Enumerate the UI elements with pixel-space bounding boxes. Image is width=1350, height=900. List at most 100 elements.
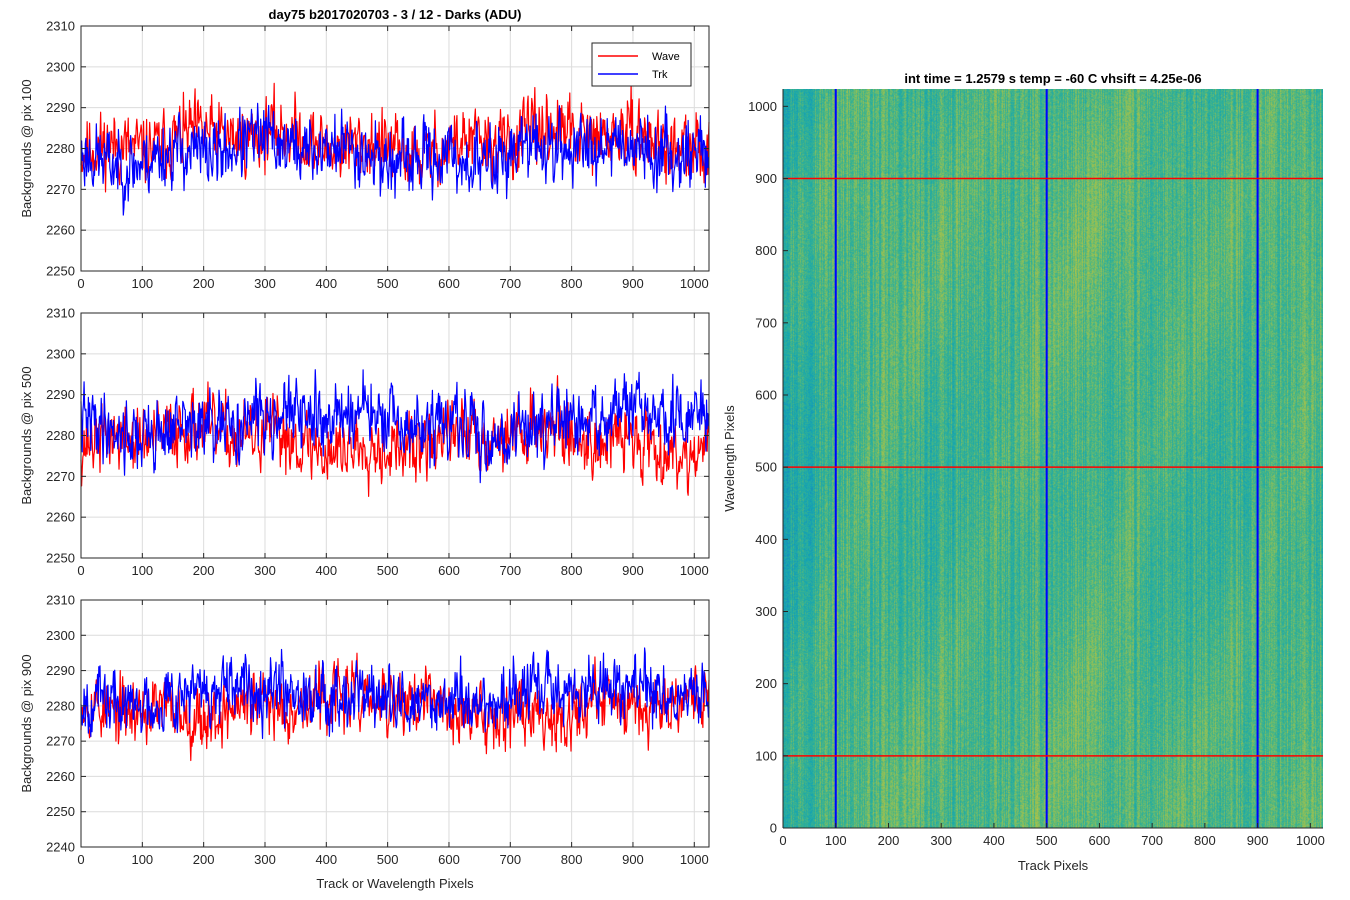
y-tick-label: 2290 bbox=[46, 100, 75, 115]
y-tick-label: 2270 bbox=[46, 182, 75, 197]
x-tick-label: 500 bbox=[1036, 833, 1058, 848]
x-tick-label: 300 bbox=[254, 852, 276, 867]
x-tick-label: 300 bbox=[254, 276, 276, 291]
y-tick-label: 2300 bbox=[46, 59, 75, 74]
y-tick-label: 100 bbox=[755, 748, 777, 763]
heatmap-canvas bbox=[783, 89, 1323, 828]
x-tick-label: 700 bbox=[499, 852, 521, 867]
legend-box bbox=[591, 42, 692, 87]
x-tick-label: 800 bbox=[561, 563, 583, 578]
x-tick-label: 900 bbox=[622, 563, 644, 578]
y-tick-label: 200 bbox=[755, 676, 777, 691]
y-tick-label: 2280 bbox=[46, 428, 75, 443]
x-tick-label: 200 bbox=[193, 852, 215, 867]
series-wave-line bbox=[80, 375, 710, 497]
x-tick-label: 100 bbox=[131, 563, 153, 578]
x-tick-label: 300 bbox=[930, 833, 952, 848]
y-tick-label: 2310 bbox=[46, 593, 75, 608]
y-tick-label: 500 bbox=[755, 460, 777, 475]
series-trk-line bbox=[80, 647, 710, 740]
y-tick-label: 2300 bbox=[46, 628, 75, 643]
y-tick-label: 2310 bbox=[46, 19, 75, 34]
y-axis-label: Wavelength Pixels bbox=[722, 405, 737, 512]
line-chart-2: 0 100 200 300 400 500 600 700 800 900 1000 2250 2260… bbox=[19, 306, 710, 578]
y-tick-label: 400 bbox=[755, 532, 777, 547]
y-tick-label: 2250 bbox=[46, 804, 75, 819]
y-tick-label: 2260 bbox=[46, 769, 75, 784]
x-tick-label: 1000 bbox=[680, 852, 709, 867]
x-tick-label: 0 bbox=[77, 852, 84, 867]
y-tick-label: 1000 bbox=[748, 99, 777, 114]
series-trk-line bbox=[80, 369, 710, 484]
x-tick-label: 0 bbox=[77, 563, 84, 578]
x-tick-label: 900 bbox=[1247, 833, 1269, 848]
x-tick-label: 800 bbox=[561, 852, 583, 867]
x-tick-label: 400 bbox=[315, 276, 337, 291]
y-tick-label: 0 bbox=[770, 821, 777, 836]
x-tick-label: 900 bbox=[622, 276, 644, 291]
heatmap-chart: 0 100 200 300 400 500 600 700 800 900 1000 0 100 200 3… bbox=[722, 71, 1325, 873]
x-tick-label: 200 bbox=[193, 563, 215, 578]
x-tick-label: 500 bbox=[377, 276, 399, 291]
axes-frame bbox=[80, 599, 710, 848]
legend: Wave Trk bbox=[591, 42, 692, 87]
y-tick-label: 2290 bbox=[46, 663, 75, 678]
y-tick-label: 2310 bbox=[46, 306, 75, 321]
x-tick-label: 200 bbox=[878, 833, 900, 848]
x-tick-label: 0 bbox=[77, 276, 84, 291]
y-tick-label: 900 bbox=[755, 171, 777, 186]
heatmap-title: int time = 1.2579 s temp = -60 C vhsift … bbox=[904, 71, 1201, 86]
y-tick-label: 2240 bbox=[46, 840, 75, 855]
x-tick-label: 400 bbox=[315, 852, 337, 867]
y-tick-label: 2250 bbox=[46, 551, 75, 566]
y-tick-label: 2270 bbox=[46, 469, 75, 484]
x-tick-label: 200 bbox=[193, 276, 215, 291]
y-tick-label: 300 bbox=[755, 604, 777, 619]
y-tick-label: 2280 bbox=[46, 698, 75, 713]
x-tick-label: 1000 bbox=[680, 276, 709, 291]
y-tick-label: 2260 bbox=[46, 223, 75, 238]
x-tick-label: 900 bbox=[622, 852, 644, 867]
x-tick-label: 800 bbox=[1194, 833, 1216, 848]
x-tick-label: 700 bbox=[1141, 833, 1163, 848]
x-axis-label: Track Pixels bbox=[1018, 858, 1089, 873]
x-tick-label: 400 bbox=[315, 563, 337, 578]
y-tick-label: 2280 bbox=[46, 141, 75, 156]
x-tick-label: 500 bbox=[377, 563, 399, 578]
x-tick-label: 100 bbox=[131, 852, 153, 867]
x-tick-label: 600 bbox=[438, 276, 460, 291]
y-tick-label: 2270 bbox=[46, 734, 75, 749]
x-tick-label: 0 bbox=[779, 833, 786, 848]
y-axis-label: Backgrounds @ pix 100 bbox=[19, 79, 34, 217]
x-tick-label: 700 bbox=[499, 276, 521, 291]
y-tick-label: 700 bbox=[755, 315, 777, 330]
x-tick-label: 1000 bbox=[1296, 833, 1325, 848]
x-tick-label: 600 bbox=[1089, 833, 1111, 848]
heatmap-image bbox=[783, 89, 1323, 828]
series-wave-line bbox=[80, 82, 710, 193]
x-axis-label: Track or Wavelength Pixels bbox=[316, 876, 474, 891]
y-tick-label: 2250 bbox=[46, 264, 75, 279]
x-tick-label: 800 bbox=[561, 276, 583, 291]
legend-label-wave: Wave bbox=[652, 51, 680, 63]
x-tick-label: 700 bbox=[499, 563, 521, 578]
line-chart-1: 0 100 200 300 400 500 600 700 800 900 1000 2250 2260… bbox=[19, 7, 710, 291]
y-tick-label: 2260 bbox=[46, 510, 75, 525]
y-tick-label: 600 bbox=[755, 387, 777, 402]
legend-label-trk: Trk bbox=[652, 69, 668, 81]
series-trk-line bbox=[80, 102, 710, 216]
x-tick-label: 400 bbox=[983, 833, 1005, 848]
y-axis-label: Backgrounds @ pix 500 bbox=[19, 366, 34, 504]
x-tick-label: 1000 bbox=[680, 563, 709, 578]
x-tick-label: 300 bbox=[254, 563, 276, 578]
y-tick-label: 2290 bbox=[46, 387, 75, 402]
y-tick-label: 2300 bbox=[46, 346, 75, 361]
chart-title: day75 b2017020703 - 3 / 12 - Darks (ADU) bbox=[269, 7, 522, 22]
y-axis-label: Backgrounds @ pix 900 bbox=[19, 654, 34, 792]
x-tick-label: 100 bbox=[825, 833, 847, 848]
x-tick-label: 600 bbox=[438, 852, 460, 867]
x-tick-label: 100 bbox=[131, 276, 153, 291]
y-tick-label: 800 bbox=[755, 243, 777, 258]
x-tick-label: 600 bbox=[438, 563, 460, 578]
